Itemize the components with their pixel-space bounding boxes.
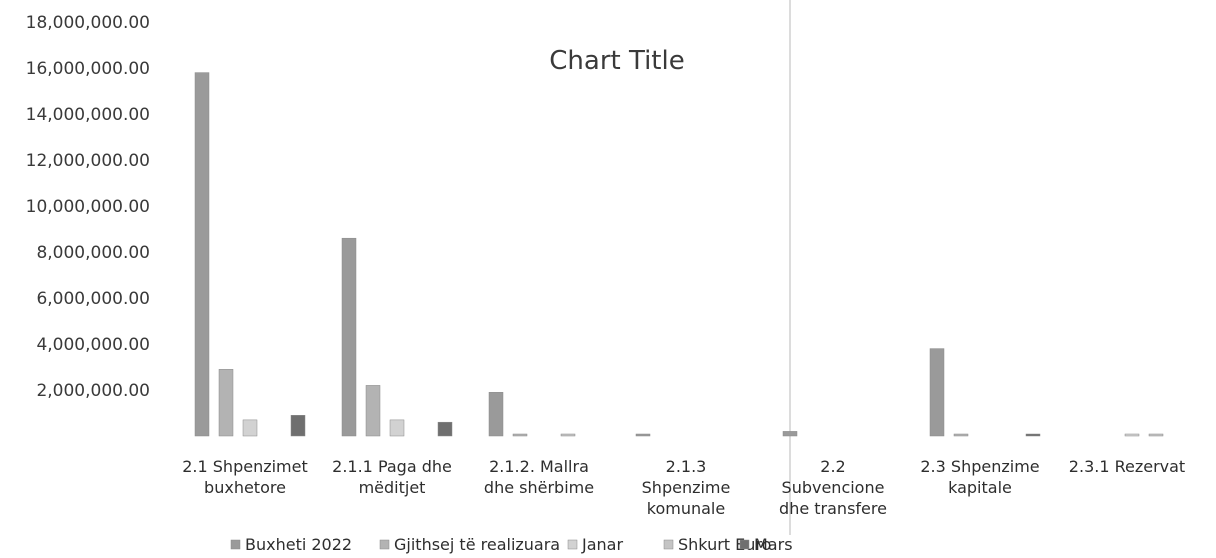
bar-3-7 bbox=[1124, 433, 1140, 437]
category-label: 2.1.1 Paga dhe mëditjet bbox=[332, 457, 452, 497]
chart-title: Chart Title bbox=[549, 46, 684, 76]
category-label-line: 2.1 Shpenzimet bbox=[182, 457, 308, 476]
category-label-line: 2.1.3 bbox=[666, 457, 707, 476]
y-tick-label: 14,000,000.00 bbox=[26, 105, 150, 125]
bar-1-4 bbox=[635, 433, 651, 437]
category-label-line: 2.3 Shpenzime bbox=[920, 457, 1039, 476]
category-label: 2.2 Subvencione dhe transfere bbox=[779, 457, 887, 518]
category-label: 2.1.3 Shpenzime komunale bbox=[642, 457, 731, 518]
category-label-line: Shpenzime bbox=[642, 478, 731, 497]
category-label-line: Subvencione bbox=[782, 478, 885, 497]
bar-2-1 bbox=[218, 369, 234, 437]
bar-2-6 bbox=[953, 433, 969, 437]
bar-1-1 bbox=[194, 72, 210, 437]
y-tick-label: 8,000,000.00 bbox=[36, 243, 150, 263]
y-tick-label: 18,000,000.00 bbox=[26, 13, 150, 33]
category-label-line: kapitale bbox=[948, 478, 1012, 497]
y-tick-label: 12,000,000.00 bbox=[26, 151, 150, 171]
category-label-line: 2.3.1 Rezervat bbox=[1069, 457, 1185, 476]
legend-label: Mars bbox=[754, 535, 793, 554]
category-label-line: 2.1.1 Paga dhe bbox=[332, 457, 452, 476]
category-label: 2.1 Shpenzimet buxhetore bbox=[182, 457, 308, 497]
y-tick-label: 2,000,000.00 bbox=[36, 381, 150, 401]
bar-4-7 bbox=[1148, 433, 1164, 437]
bar-5-1 bbox=[290, 415, 306, 437]
plot-area bbox=[194, 72, 1164, 437]
y-tick-label: 6,000,000.00 bbox=[36, 289, 150, 309]
bar-5-6 bbox=[1025, 433, 1041, 437]
category-label-line: 2.1.2. Mallra bbox=[489, 457, 589, 476]
legend-swatch bbox=[379, 539, 390, 550]
legend-swatch bbox=[663, 539, 674, 550]
legend-label: Buxheti 2022 bbox=[245, 535, 352, 554]
y-tick-label: 4,000,000.00 bbox=[36, 335, 150, 355]
y-tick-label: 10,000,000.00 bbox=[26, 197, 150, 217]
bar-1-2 bbox=[341, 237, 357, 437]
legend-swatch bbox=[739, 539, 750, 550]
category-label: 2.3 Shpenzime kapitale bbox=[920, 457, 1039, 497]
category-label-line: 2.2 bbox=[820, 457, 845, 476]
category-label-line: komunale bbox=[647, 499, 725, 518]
bar-1-3 bbox=[488, 392, 504, 437]
category-label: 2.1.2. Mallra dhe shërbime bbox=[484, 457, 594, 497]
bar-2-3 bbox=[512, 433, 528, 437]
x-axis: 2.1 Shpenzimet buxhetore 2.1.1 Paga dhe mëd… bbox=[182, 457, 1185, 518]
bar-2-2 bbox=[365, 385, 381, 437]
bar-1-6 bbox=[929, 348, 945, 437]
legend-swatch bbox=[567, 539, 578, 550]
bar-1-5 bbox=[782, 431, 798, 437]
legend-label: Janar bbox=[581, 535, 623, 554]
legend-label: Gjithsej të realizuara bbox=[394, 535, 560, 554]
legend-swatch bbox=[230, 539, 241, 550]
bar-4-3 bbox=[560, 433, 576, 437]
category-label-line: dhe transfere bbox=[779, 499, 887, 518]
y-tick-label: 16,000,000.00 bbox=[26, 59, 150, 79]
bar-5-2 bbox=[437, 421, 453, 437]
category-label: 2.3.1 Rezervat bbox=[1069, 457, 1185, 476]
bar-3-1 bbox=[242, 419, 258, 437]
category-label-line: mëditjet bbox=[359, 478, 426, 497]
legend: Buxheti 2022 Gjithsej të realizuara Janar S… bbox=[230, 535, 793, 554]
bar-3-2 bbox=[389, 419, 405, 437]
category-label-line: dhe shërbime bbox=[484, 478, 594, 497]
y-axis: 2,000,000.00 4,000,000.00 6,000,000.00 8,00… bbox=[26, 13, 150, 401]
category-label-line: buxhetore bbox=[204, 478, 286, 497]
